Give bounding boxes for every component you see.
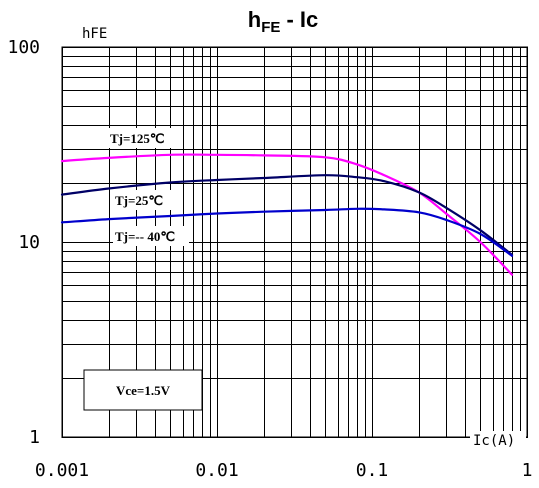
series-line-0: [60, 153, 514, 276]
y-axis-label: hFE: [82, 26, 107, 42]
condition-text: Vce=1.5V: [116, 383, 171, 398]
legend-text-125: Tj=125℃: [110, 131, 165, 146]
y-tick-label: 1: [29, 427, 40, 448]
plot-frame: [61, 46, 528, 438]
chart-title: hFE - Ic: [248, 7, 319, 36]
legend-label-25: Tj=25℃: [113, 190, 175, 210]
title-tail: - Ic: [280, 7, 318, 32]
legend-text-25: Tj=25℃: [115, 193, 163, 208]
x-tick-label: 0.1: [356, 460, 389, 481]
legend-label-125: Tj=125℃: [108, 128, 180, 148]
title-subscript: FE: [261, 19, 280, 36]
grid: [62, 47, 527, 438]
x-axis-label-bg: [470, 431, 526, 447]
condition-box: Vce=1.5V: [83, 369, 203, 411]
legend-label-m40: Tj=-- 40℃: [113, 226, 189, 246]
series-layer: [60, 153, 514, 276]
y-tick-label: 10: [18, 232, 40, 253]
x-tick-label: 1: [522, 460, 533, 481]
series-line-2: [60, 207, 514, 257]
legend-text-m40: Tj=-- 40℃: [115, 229, 175, 244]
x-axis-label: Ic(A): [473, 433, 515, 449]
tick-labels: 0.001 0.01 0.1 1 1 10 100: [7, 37, 532, 481]
title-main: h: [248, 7, 261, 32]
x-tick-label: 0.001: [35, 460, 89, 481]
series-line-1: [60, 174, 514, 256]
x-tick-label: 0.01: [195, 460, 238, 481]
y-tick-label: 100: [7, 37, 40, 58]
